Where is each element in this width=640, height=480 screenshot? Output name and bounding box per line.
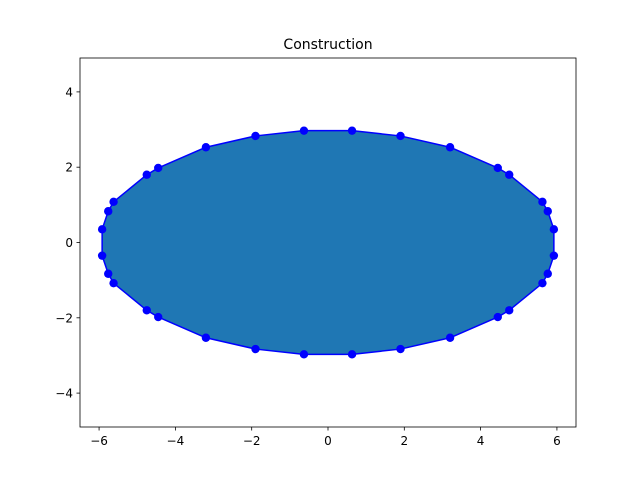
- x-tick-label: −4: [167, 434, 185, 448]
- x-tick-label: 2: [400, 434, 408, 448]
- data-point-28: [493, 163, 502, 173]
- plot-layer: [97, 126, 559, 359]
- y-tick-label: −2: [55, 311, 73, 325]
- y-tick-label: 2: [65, 161, 73, 175]
- data-point-9: [299, 350, 309, 359]
- axes-layer: −6 −4 −2 0 2 4 6 −4 −2 0 2 4: [55, 57, 577, 448]
- data-point-23: [251, 131, 260, 141]
- y-tick-label: 4: [65, 85, 73, 99]
- data-point-3: [538, 278, 547, 288]
- data-point-27: [445, 143, 455, 152]
- data-point-25: [347, 126, 357, 135]
- data-point-20: [142, 170, 151, 179]
- data-point-13: [142, 306, 151, 315]
- data-point-0: [549, 225, 559, 234]
- data-point-21: [154, 163, 163, 173]
- data-point-30: [538, 197, 547, 207]
- data-point-24: [299, 126, 309, 135]
- data-point-11: [201, 333, 211, 342]
- x-tick-label: 0: [324, 434, 332, 448]
- data-point-12: [154, 312, 163, 322]
- data-point-4: [505, 306, 514, 315]
- data-point-10: [251, 344, 260, 354]
- data-point-15: [104, 269, 113, 278]
- data-point-2: [543, 269, 552, 278]
- data-point-6: [445, 333, 455, 342]
- data-point-18: [104, 207, 113, 216]
- data-point-31: [543, 207, 552, 216]
- ellipse-fill-area: [102, 130, 554, 355]
- chart-title: Construction: [283, 37, 372, 53]
- data-point-7: [396, 344, 405, 354]
- x-tick-label: −6: [90, 434, 108, 448]
- x-tick-label: 4: [477, 434, 485, 448]
- data-point-26: [396, 131, 405, 141]
- data-point-22: [201, 143, 211, 152]
- data-point-8: [347, 350, 357, 359]
- x-tick-label: −2: [243, 434, 261, 448]
- data-point-17: [97, 225, 107, 234]
- data-point-1: [549, 251, 559, 260]
- data-point-29: [505, 170, 514, 179]
- y-tick-label: 0: [65, 236, 73, 250]
- x-tick-label: 6: [553, 434, 561, 448]
- data-point-16: [97, 251, 107, 260]
- data-point-5: [493, 312, 502, 322]
- data-point-19: [109, 197, 118, 207]
- y-tick-label: −4: [55, 387, 73, 401]
- data-point-14: [109, 278, 118, 288]
